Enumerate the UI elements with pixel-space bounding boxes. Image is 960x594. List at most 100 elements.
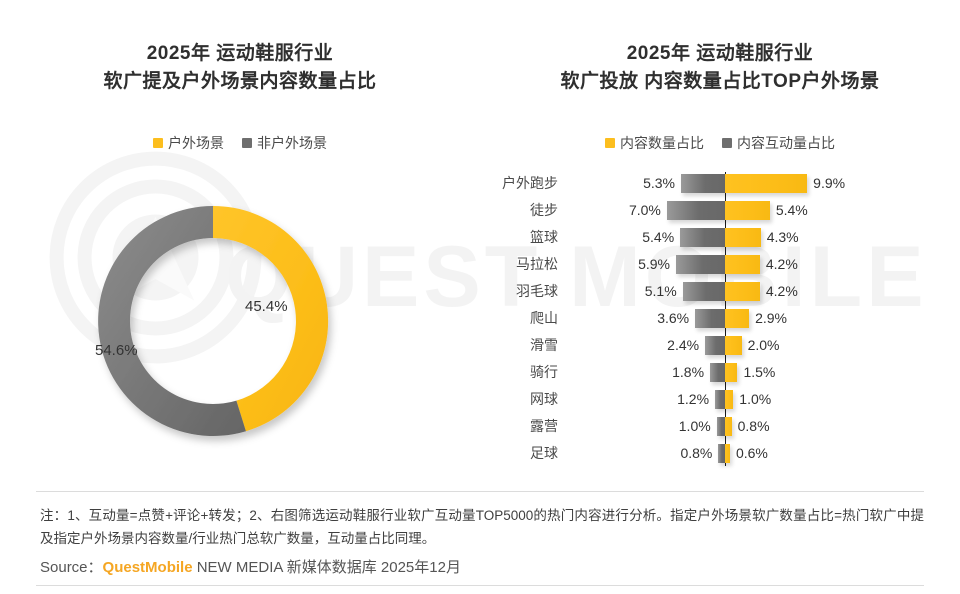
bar-category-label: 篮球: [530, 229, 558, 245]
bar-row: 篮球 5.4% 4.3%: [480, 226, 960, 248]
right-chart-panel: 2025年 运动鞋服行业 软广投放 内容数量占比TOP户外场景 内容数量占比 内…: [480, 0, 960, 500]
bar-right-content[interactable]: [725, 227, 761, 247]
bar-value-right: 2.0%: [747, 337, 780, 353]
bar-right-content[interactable]: [725, 389, 734, 409]
bar-right-content[interactable]: [725, 173, 808, 193]
bar-right-content[interactable]: [725, 308, 750, 328]
bar-category-label: 爬山: [530, 310, 558, 326]
bar-value-left: 5.3%: [643, 175, 675, 191]
bar-value-right: 5.4%: [775, 202, 808, 218]
legend-item-engagement-share[interactable]: 内容互动量占比: [722, 133, 835, 153]
bar-row: 滑雪 2.4% 2.0%: [480, 334, 960, 356]
bar-left-engagement[interactable]: [718, 443, 725, 463]
bar-value-right: 4.2%: [765, 283, 798, 299]
legend-label-content-share: 内容数量占比: [620, 135, 704, 151]
bar-right-content[interactable]: [725, 200, 770, 220]
donut-label-non-outdoor: 54.6%: [95, 342, 138, 359]
bar-category-label: 户外跑步: [502, 175, 558, 191]
bar-left-engagement[interactable]: [666, 200, 725, 220]
footer-divider-top: [36, 491, 924, 492]
left-chart-title: 2025年 运动鞋服行业 软广提及户外场景内容数量占比: [0, 40, 480, 96]
left-title-line1: 2025年 运动鞋服行业: [146, 43, 334, 64]
left-chart-panel: 2025年 运动鞋服行业 软广提及户外场景内容数量占比 户外场景 非户外场景: [0, 0, 480, 500]
bar-right-content[interactable]: [725, 362, 738, 382]
bar-right-content[interactable]: [725, 254, 760, 274]
footer-divider-bottom: [36, 585, 924, 586]
bar-left-engagement[interactable]: [680, 227, 725, 247]
bar-left-engagement[interactable]: [681, 173, 725, 193]
bar-left-engagement[interactable]: [676, 254, 725, 274]
bar-left-engagement[interactable]: [695, 308, 725, 328]
bar-row: 露营 1.0% 0.8%: [480, 415, 960, 437]
bar-row: 网球 1.2% 1.0%: [480, 388, 960, 410]
watermark-text: QUEST MOBILE: [225, 229, 928, 325]
legend-item-outdoor[interactable]: 户外场景: [153, 133, 224, 153]
footnote: 注：1、互动量=点赞+评论+转发；2、右图筛选运动鞋服行业软广互动量TOP500…: [40, 508, 924, 546]
bar-right-content[interactable]: [725, 416, 732, 436]
legend-swatch-outdoor: [153, 138, 163, 148]
bar-left-engagement[interactable]: [710, 362, 725, 382]
bar-category-label: 滑雪: [530, 337, 558, 353]
bar-left-engagement[interactable]: [716, 416, 725, 436]
right-chart-legend: 内容数量占比 内容互动量占比: [480, 133, 960, 153]
donut-slice-non-outdoor[interactable]: [98, 206, 246, 436]
bar-value-right: 9.9%: [813, 175, 846, 191]
bar-value-left: 1.2%: [677, 391, 710, 407]
bar-value-right: 4.3%: [766, 229, 799, 245]
bar-value-left: 1.0%: [678, 418, 711, 434]
bar-value-left: 3.6%: [657, 310, 690, 326]
source-rest: NEW MEDIA 新媒体数据库 2025年12月: [192, 559, 461, 576]
bar-row: 足球 0.8% 0.6%: [480, 442, 960, 464]
bar-value-right: 0.6%: [735, 445, 768, 461]
bar-value-left: 5.9%: [638, 256, 671, 272]
bar-value-right: 0.8%: [737, 418, 770, 434]
bar-right-content[interactable]: [725, 281, 760, 301]
right-title-line2: 软广投放 内容数量占比TOP户外场景: [560, 71, 880, 92]
bar-value-right: 1.0%: [739, 391, 772, 407]
right-chart-title: 2025年 运动鞋服行业 软广投放 内容数量占比TOP户外场景: [480, 40, 960, 96]
bar-value-left: 1.8%: [672, 364, 705, 380]
bar-value-left: 7.0%: [628, 202, 661, 218]
bar-right-content[interactable]: [725, 335, 742, 355]
bar-left-engagement[interactable]: [715, 389, 725, 409]
left-title-line2: 软广提及户外场景内容数量占比: [103, 71, 377, 92]
bar-row: 骑行 1.8% 1.5%: [480, 361, 960, 383]
source-brand: QuestMobile: [102, 559, 193, 576]
bar-left-engagement[interactable]: [682, 281, 725, 301]
donut-chart: 45.4% 54.6%: [82, 190, 344, 452]
legend-label-non-outdoor: 非户外场景: [257, 135, 327, 151]
donut-slice-outdoor[interactable]: [213, 205, 329, 432]
bar-left-engagement[interactable]: [705, 335, 725, 355]
right-title-line1: 2025年 运动鞋服行业: [626, 43, 814, 64]
bar-category-label: 露营: [530, 418, 558, 434]
bar-value-left: 2.4%: [667, 337, 700, 353]
bar-row: 马拉松 5.9% 4.2%: [480, 253, 960, 275]
bar-category-label: 马拉松: [516, 256, 558, 272]
left-chart-legend: 户外场景 非户外场景: [0, 133, 480, 153]
legend-item-content-share[interactable]: 内容数量占比: [605, 133, 704, 153]
bar-row: 爬山 3.6% 2.9%: [480, 307, 960, 329]
legend-item-non-outdoor[interactable]: 非户外场景: [242, 133, 327, 153]
legend-swatch-non-outdoor: [242, 138, 252, 148]
bar-category-label: 网球: [530, 391, 558, 407]
legend-swatch-engagement-share: [722, 138, 732, 148]
bar-value-left: 5.4%: [642, 229, 675, 245]
bar-value-left: 5.1%: [644, 283, 677, 299]
bar-value-left: 0.8%: [680, 445, 713, 461]
donut-svg: [98, 205, 329, 436]
bar-category-label: 足球: [530, 445, 558, 461]
bar-category-label: 羽毛球: [516, 283, 558, 299]
bar-row: 户外跑步 5.3% 9.9%: [480, 172, 960, 194]
tornado-bar-chart: 户外跑步 5.3% 9.9% 徒步 7.0% 5.4% 篮球 5.4% 4.3% 马拉松 5.9% 4…: [480, 172, 960, 469]
source-lead: Source：: [40, 559, 103, 576]
bar-category-label: 骑行: [530, 364, 558, 380]
bar-row: 羽毛球 5.1% 4.2%: [480, 280, 960, 302]
bar-value-right: 2.9%: [755, 310, 787, 326]
legend-label-engagement-share: 内容互动量占比: [737, 135, 835, 151]
bar-right-content[interactable]: [725, 443, 730, 463]
bar-row: 徒步 7.0% 5.4%: [480, 199, 960, 221]
bar-value-right: 1.5%: [743, 364, 776, 380]
legend-label-outdoor: 户外场景: [168, 135, 224, 151]
source-line: Source：QuestMobile NEW MEDIA 新媒体数据库 2025…: [40, 556, 461, 577]
